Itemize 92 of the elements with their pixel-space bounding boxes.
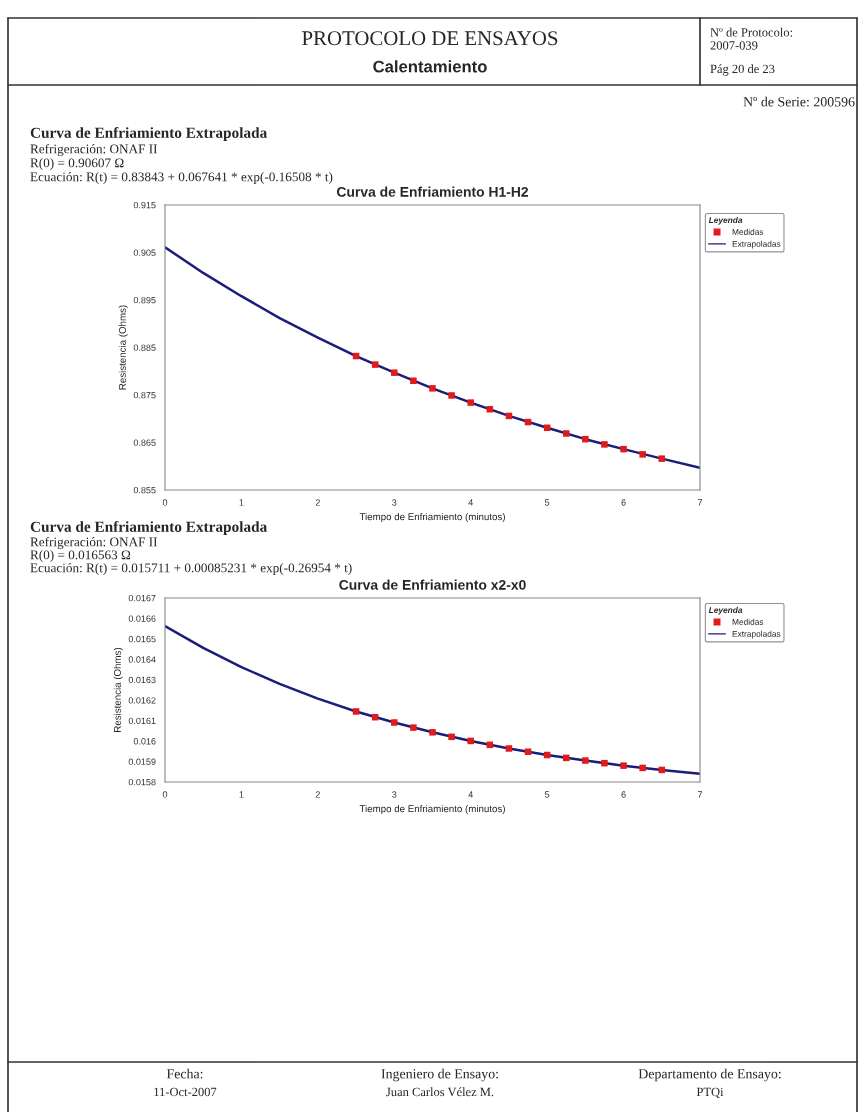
x-tick-label: 5 [544,791,550,798]
point [582,435,589,443]
x-tick-label: 1 [239,791,244,798]
x-tick-label: 0 [162,499,168,506]
legend-label: Medidas [732,228,764,235]
point [582,757,589,764]
text: Juan Carlos Vélez M. [386,1087,494,1097]
point [467,737,474,745]
point [391,719,398,726]
point [562,430,570,437]
y-tick-label: 0.0164 [128,656,156,663]
x-tick-label: 6 [621,791,626,798]
legend-label: Medidas [732,618,764,625]
y-tick-label: 0.0159 [128,758,156,765]
y-tick-label: 0.895 [133,296,156,304]
point [448,733,455,741]
line-series [165,246,700,469]
x-tick-label: 3 [392,499,397,506]
text: R(0) = 0.016563 Ω [30,550,131,562]
y-tick-label: 0.875 [133,391,156,399]
x-tick-label: 1 [239,499,244,506]
x-tick-label: 6 [621,499,626,506]
text: R(0) = 0.90607 Ω [30,158,124,170]
y-tick-label: 0.855 [133,486,156,494]
y-tick-label: 0.0165 [128,635,156,643]
x-tick-label: 7 [697,499,703,506]
y-axis-title: Resistencia (Ohms) [118,305,128,390]
x-tick-label: 4 [468,791,473,798]
point [429,729,436,736]
point [352,708,360,715]
point [410,377,417,385]
text: Ecuación: R(t) = 0.83843 + 0.067641 * exp(-0.16508 * t) [30,172,333,184]
point [524,748,532,755]
text: Ingeniero de Ensayo: [381,1068,498,1082]
text: Fecha: [166,1068,203,1079]
point [410,724,417,731]
point [486,405,494,413]
x-tick-label: 2 [315,791,320,798]
y-tick-label: 0.0161 [128,717,156,725]
point [601,441,608,448]
text: PROTOCOLO DE ENSAYOS [302,31,558,46]
text: 11-Oct-2007 [154,1087,217,1097]
x-axis-title: Tiempo de Enfriamiento (minutos) [359,513,505,523]
text: PTQi [696,1087,724,1099]
x-tick-label: 3 [392,791,397,798]
x-axis-title: Tiempo de Enfriamiento (minutos) [359,805,505,815]
legend-label: Extrapoladas [732,630,781,639]
y-tick-label: 0.016 [133,738,156,745]
y-axis-title: Resistencia (Ohms) [113,647,123,732]
x-tick-label: 0 [162,791,168,798]
legend-title: Leyenda [708,216,743,225]
text: Nº de Protocolo: 2007-039 [710,27,793,50]
x-tick-label: 5 [544,499,550,506]
text: Pág 20 de 23 [710,64,775,76]
chart-title: Curva de Enfriamiento x2-x0 [339,579,526,590]
point [448,392,455,399]
text: Calentamiento [373,60,487,73]
legend-title: Leyenda [708,606,743,615]
point [467,399,474,406]
x-tick-label: 2 [315,499,320,506]
point [505,745,513,752]
chart-title: Curva de Enfriamiento H1-H2 [336,186,529,197]
y-tick-label: 0.0162 [128,697,156,704]
legend-label: Extrapoladas [732,240,781,249]
y-tick-label: 0.0166 [128,615,156,622]
point [562,754,570,762]
text: Nº de Serie: 200596 [743,96,855,107]
text: Ecuación: R(t) = 0.015711 + 0.00085231 * exp(-0.26954 * t) [30,563,352,575]
x-tick-label: 7 [697,791,703,798]
y-tick-label: 0.0167 [128,594,156,602]
point [601,759,608,767]
y-tick-label: 0.915 [133,201,156,209]
point [429,385,436,392]
text: Curva de Enfriamiento Extrapolada [30,126,267,142]
text: Departamento de Ensayo: [638,1068,781,1082]
x-tick-label: 4 [468,499,473,506]
y-tick-label: 0.885 [133,344,156,351]
point [371,361,379,368]
point [620,762,627,769]
y-tick-label: 0.865 [133,439,156,446]
point [658,455,666,462]
text: Curva de Enfriamiento Extrapolada [30,520,267,536]
point [391,369,398,376]
point [639,764,646,772]
point [620,445,627,453]
text: Refrigeración: ONAF II [30,536,158,550]
y-tick-label: 0.0163 [128,676,156,684]
text: Refrigeración: ONAF II [30,143,158,157]
point [639,451,646,458]
y-tick-label: 0.905 [133,249,156,256]
y-tick-label: 0.0158 [128,778,156,786]
line-series [165,624,700,776]
